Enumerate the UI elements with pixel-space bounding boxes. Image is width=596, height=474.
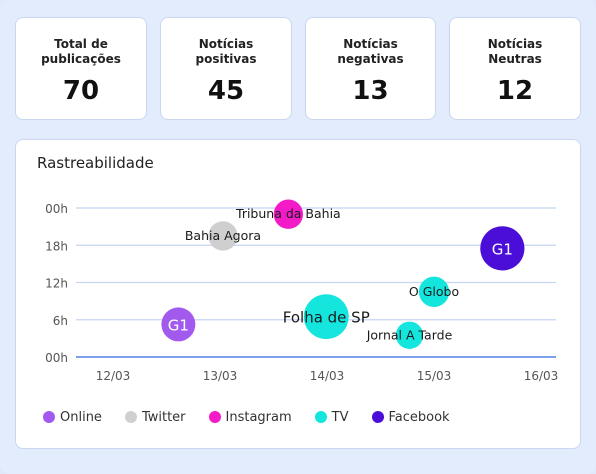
stat-label: Notícias positivas [195,37,257,66]
bubble-point [161,307,196,342]
stat-label: Notícias Neutras [487,37,543,66]
y-tick-label: 12h [45,277,68,291]
bubble-label: Folha de SP [283,309,370,327]
positive-news-card[interactable]: Notícias positivas 45 [160,17,292,120]
x-tick-label: 13/03 [203,369,238,383]
x-tick-label: 12/03 [96,369,131,383]
x-tick-label: 15/03 [417,369,452,383]
chart-title: Rastreabilidade [37,154,154,172]
bubble-label: Tribuna da Bahia [235,206,341,221]
y-tick-label: 6h [53,314,68,328]
y-tick-label: 18h [45,239,68,253]
bubble-point [208,221,238,251]
bubble-point [480,226,525,271]
stat-value: 45 [207,76,245,106]
legend-dot [314,411,327,423]
negative-news-card[interactable]: Notícias negativas 13 [305,17,436,120]
stat-value: 13 [352,76,389,106]
legend-dot [371,411,384,423]
stat-value: 12 [496,76,534,106]
legend-label: Twitter [141,409,186,425]
bubble-point [418,276,450,307]
stat-label: Notícias negativas [337,37,404,66]
legend-dot [43,411,55,423]
bubble-point [273,199,304,229]
bubble-point [303,294,349,340]
legend-item[interactable]: Online [43,410,102,425]
bubble-label: Bahia Agora [185,228,261,243]
y-tick-label: 00h [45,351,68,365]
traceability-chart-card: Rastreabilidade 00h 6h 12h 18h 00h 12/03 13/03… [15,139,581,449]
chart-legend: Online Twitter Instagram TV Facebook [43,408,473,426]
bubble-label: G1 [168,316,189,334]
legend-dot [124,411,137,423]
bubble-label: O Globo [409,284,459,299]
total-publications-card[interactable]: Total de publicações 70 [15,17,147,120]
legend-dot [208,411,221,423]
legend-label: Online [60,409,102,425]
bubble-label: Jornal A Tarde [366,327,453,342]
neutral-news-card[interactable]: Notícias Neutras 12 [449,17,581,120]
stat-value: 70 [62,76,100,106]
bubble-point [395,321,424,349]
legend-label: Facebook [388,409,450,425]
legend-label: Instagram [225,409,292,425]
legend-item[interactable]: Twitter [124,409,186,425]
bubble-label: G1 [492,240,513,258]
legend-item[interactable]: Instagram [208,409,292,425]
x-tick-label: 14/03 [310,369,345,383]
x-tick-label: 16/03 [524,369,559,383]
legend-item[interactable]: Facebook [371,409,450,425]
y-tick-label: 00h [45,202,68,216]
stat-label: Total de publicações [41,37,121,66]
legend-item[interactable]: TV [314,409,349,425]
legend-label: TV [331,409,349,425]
bubble-chart: 00h 6h 12h 18h 00h 12/03 13/03 14/03 15/03 16/03 G… [45,199,559,383]
